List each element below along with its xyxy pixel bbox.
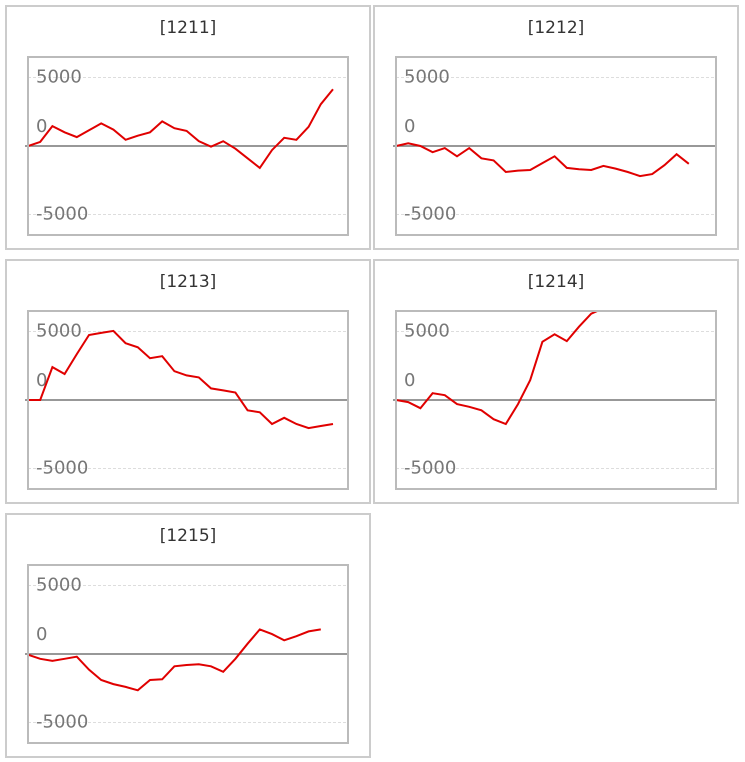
y-tick-label: 5000 bbox=[404, 321, 450, 342]
y-tick-label: 5000 bbox=[36, 321, 82, 342]
data-line bbox=[28, 88, 334, 170]
plot-border bbox=[27, 564, 349, 744]
y-tick-label: 5000 bbox=[36, 575, 82, 596]
data-line bbox=[28, 628, 321, 692]
y-tick-label: 0 bbox=[404, 370, 415, 391]
data-line bbox=[28, 329, 334, 430]
y-tick-label: 5000 bbox=[404, 67, 450, 88]
chart-panel: [1212] -5000 0 5000 bbox=[373, 5, 739, 250]
plot-border bbox=[27, 310, 349, 490]
y-tick-label: -5000 bbox=[36, 457, 88, 478]
y-tick-label: 5000 bbox=[36, 67, 82, 88]
panel-border bbox=[5, 5, 371, 250]
panel-border bbox=[5, 259, 371, 504]
panel-border bbox=[373, 259, 739, 504]
chart-panel: [1213] -5000 0 5000 bbox=[5, 259, 371, 504]
data-line bbox=[396, 311, 600, 426]
plot-border bbox=[395, 56, 717, 236]
y-tick-label: 0 bbox=[36, 116, 47, 137]
y-tick-label: 0 bbox=[36, 370, 47, 391]
panel-border bbox=[373, 5, 739, 250]
plot-border bbox=[27, 56, 349, 236]
chart-title: [1213] bbox=[160, 272, 217, 292]
chart-panel: [1215] -5000 0 5000 bbox=[5, 513, 371, 758]
chart-title: [1212] bbox=[528, 18, 585, 38]
chart-panel: [1211] -5000 0 5000 bbox=[5, 5, 371, 250]
y-tick-label: -5000 bbox=[404, 457, 456, 478]
y-tick-label: -5000 bbox=[36, 711, 88, 732]
panel-border bbox=[5, 513, 371, 758]
y-tick-label: 0 bbox=[404, 116, 415, 137]
y-tick-label: 0 bbox=[36, 624, 47, 645]
y-tick-label: -5000 bbox=[36, 203, 88, 224]
data-line bbox=[396, 142, 690, 178]
chart-title: [1211] bbox=[160, 18, 217, 38]
y-tick-label: -5000 bbox=[404, 203, 456, 224]
chart-panel: [1214] -5000 0 5000 bbox=[373, 259, 739, 504]
chart-title: [1215] bbox=[160, 526, 217, 546]
chart-title: [1214] bbox=[528, 272, 585, 292]
plot-border bbox=[395, 310, 717, 490]
